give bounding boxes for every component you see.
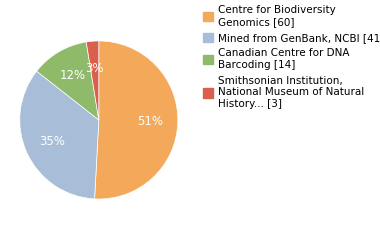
Wedge shape <box>20 71 99 199</box>
Text: 3%: 3% <box>86 62 104 75</box>
Text: 12%: 12% <box>60 69 86 82</box>
Text: 51%: 51% <box>137 115 163 128</box>
Wedge shape <box>86 41 99 120</box>
Wedge shape <box>36 42 99 120</box>
Text: 35%: 35% <box>39 135 65 148</box>
Wedge shape <box>95 41 178 199</box>
Legend: Centre for Biodiversity
Genomics [60], Mined from GenBank, NCBI [41], Canadian C: Centre for Biodiversity Genomics [60], M… <box>203 5 380 109</box>
